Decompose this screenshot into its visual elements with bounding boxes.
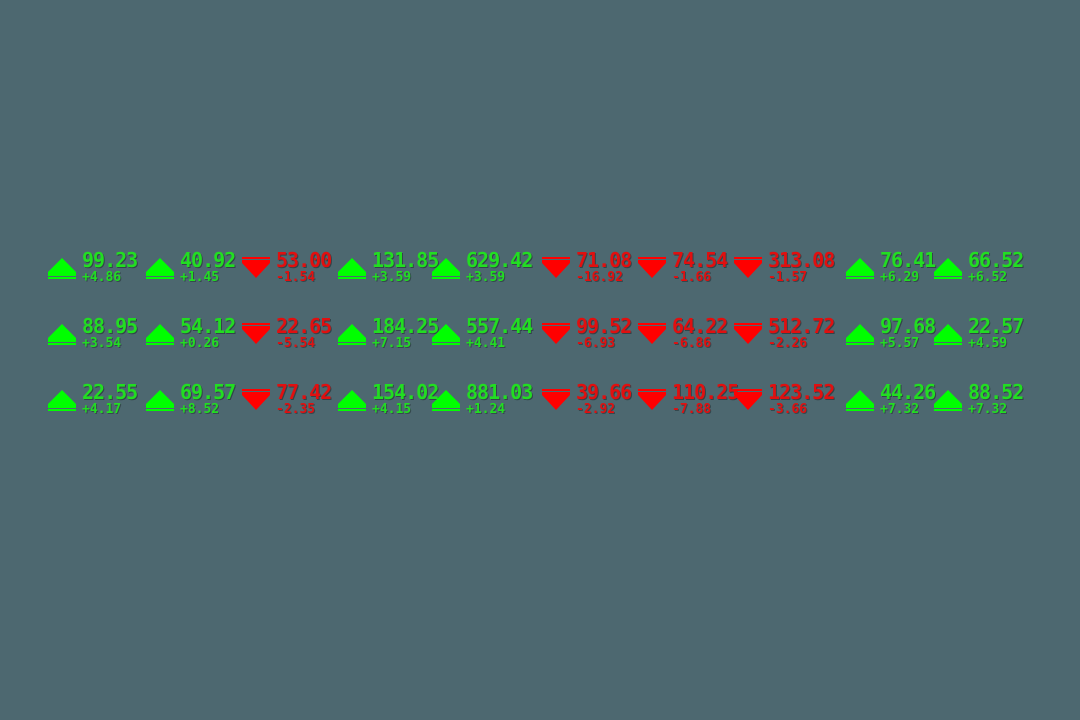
triangle-up-icon <box>844 322 876 346</box>
ticker-change: -2.35 <box>276 402 316 417</box>
ticker-change: +4.17 <box>82 402 122 417</box>
ticker-price: 123.52 <box>768 380 835 404</box>
ticker-change: -6.86 <box>672 336 712 351</box>
ticker-price: 313.08 <box>768 248 835 272</box>
triangle-up-icon <box>336 388 368 412</box>
triangle-up-icon <box>46 256 78 280</box>
ticker-price: 22.55 <box>82 380 138 404</box>
triangle-up-icon <box>46 388 78 412</box>
ticker-price: 154.02 <box>372 380 439 404</box>
triangle-up-icon <box>932 256 964 280</box>
ticker-price: 22.57 <box>968 314 1024 338</box>
ticker-price: 54.12 <box>180 314 236 338</box>
ticker-price: 88.95 <box>82 314 138 338</box>
ticker-change: +3.54 <box>82 336 122 351</box>
ticker-change: +8.52 <box>180 402 220 417</box>
ticker-change: +7.32 <box>968 402 1008 417</box>
ticker-row-3: 22.55 +4.17 69.57 +8.52 77.42 -2.35 154.… <box>46 380 1036 430</box>
ticker-change: -5.54 <box>276 336 316 351</box>
ticker-change: -1.66 <box>672 270 712 285</box>
ticker-price: 71.08 <box>576 248 632 272</box>
triangle-up-icon <box>932 388 964 412</box>
ticker-change: +6.52 <box>968 270 1008 285</box>
ticker-price: 97.68 <box>880 314 936 338</box>
ticker-change: +3.59 <box>372 270 412 285</box>
ticker-change: +7.15 <box>372 336 412 351</box>
ticker-change: +4.86 <box>82 270 122 285</box>
ticker-change: -6.93 <box>576 336 616 351</box>
ticker-change: -2.26 <box>768 336 808 351</box>
ticker-change: +1.45 <box>180 270 220 285</box>
ticker-price: 64.22 <box>672 314 728 338</box>
ticker-price: 76.41 <box>880 248 936 272</box>
ticker-change: -1.54 <box>276 270 316 285</box>
triangle-up-icon <box>144 256 176 280</box>
triangle-down-icon <box>732 388 764 412</box>
ticker-change: +7.32 <box>880 402 920 417</box>
triangle-down-icon <box>540 256 572 280</box>
triangle-up-icon <box>336 256 368 280</box>
ticker-change: +6.29 <box>880 270 920 285</box>
ticker-price: 512.72 <box>768 314 835 338</box>
ticker-change: +3.59 <box>466 270 506 285</box>
triangle-down-icon <box>240 322 272 346</box>
triangle-up-icon <box>430 388 462 412</box>
triangle-down-icon <box>240 256 272 280</box>
ticker-price: 99.52 <box>576 314 632 338</box>
ticker-price: 44.26 <box>880 380 936 404</box>
triangle-down-icon <box>636 322 668 346</box>
ticker-change: -16.92 <box>576 270 623 285</box>
triangle-down-icon <box>636 256 668 280</box>
triangle-up-icon <box>46 322 78 346</box>
triangle-down-icon <box>540 388 572 412</box>
ticker-price: 77.42 <box>276 380 332 404</box>
triangle-up-icon <box>336 322 368 346</box>
triangle-up-icon <box>844 256 876 280</box>
ticker-change: +0.26 <box>180 336 220 351</box>
ticker-row-1: 99.23 +4.86 40.92 +1.45 53.00 -1.54 131.… <box>46 248 1036 298</box>
ticker-price: 629.42 <box>466 248 533 272</box>
ticker-price: 40.92 <box>180 248 236 272</box>
ticker-price: 22.65 <box>276 314 332 338</box>
ticker-price: 881.03 <box>466 380 533 404</box>
triangle-down-icon <box>540 322 572 346</box>
ticker-price: 88.52 <box>968 380 1024 404</box>
ticker-price: 99.23 <box>82 248 138 272</box>
ticker-change: +4.41 <box>466 336 506 351</box>
triangle-down-icon <box>732 256 764 280</box>
ticker-change: -7.88 <box>672 402 712 417</box>
ticker-change: +5.57 <box>880 336 920 351</box>
ticker-change: +1.24 <box>466 402 506 417</box>
triangle-up-icon <box>430 256 462 280</box>
ticker-change: -2.92 <box>576 402 616 417</box>
ticker-price: 110.25 <box>672 380 739 404</box>
ticker-price: 66.52 <box>968 248 1024 272</box>
triangle-down-icon <box>240 388 272 412</box>
ticker-change: +4.59 <box>968 336 1008 351</box>
ticker-price: 69.57 <box>180 380 236 404</box>
triangle-down-icon <box>732 322 764 346</box>
ticker-price: 53.00 <box>276 248 332 272</box>
ticker-price: 184.25 <box>372 314 439 338</box>
ticker-change: +4.15 <box>372 402 412 417</box>
ticker-price: 131.85 <box>372 248 439 272</box>
triangle-down-icon <box>636 388 668 412</box>
triangle-up-icon <box>144 322 176 346</box>
ticker-change: -1.57 <box>768 270 808 285</box>
ticker-price: 39.66 <box>576 380 632 404</box>
ticker-price: 557.44 <box>466 314 533 338</box>
triangle-up-icon <box>932 322 964 346</box>
triangle-up-icon <box>844 388 876 412</box>
ticker-row-2: 88.95 +3.54 54.12 +0.26 22.65 -5.54 184.… <box>46 314 1036 364</box>
ticker-price: 74.54 <box>672 248 728 272</box>
triangle-up-icon <box>430 322 462 346</box>
ticker-change: -3.66 <box>768 402 808 417</box>
triangle-up-icon <box>144 388 176 412</box>
